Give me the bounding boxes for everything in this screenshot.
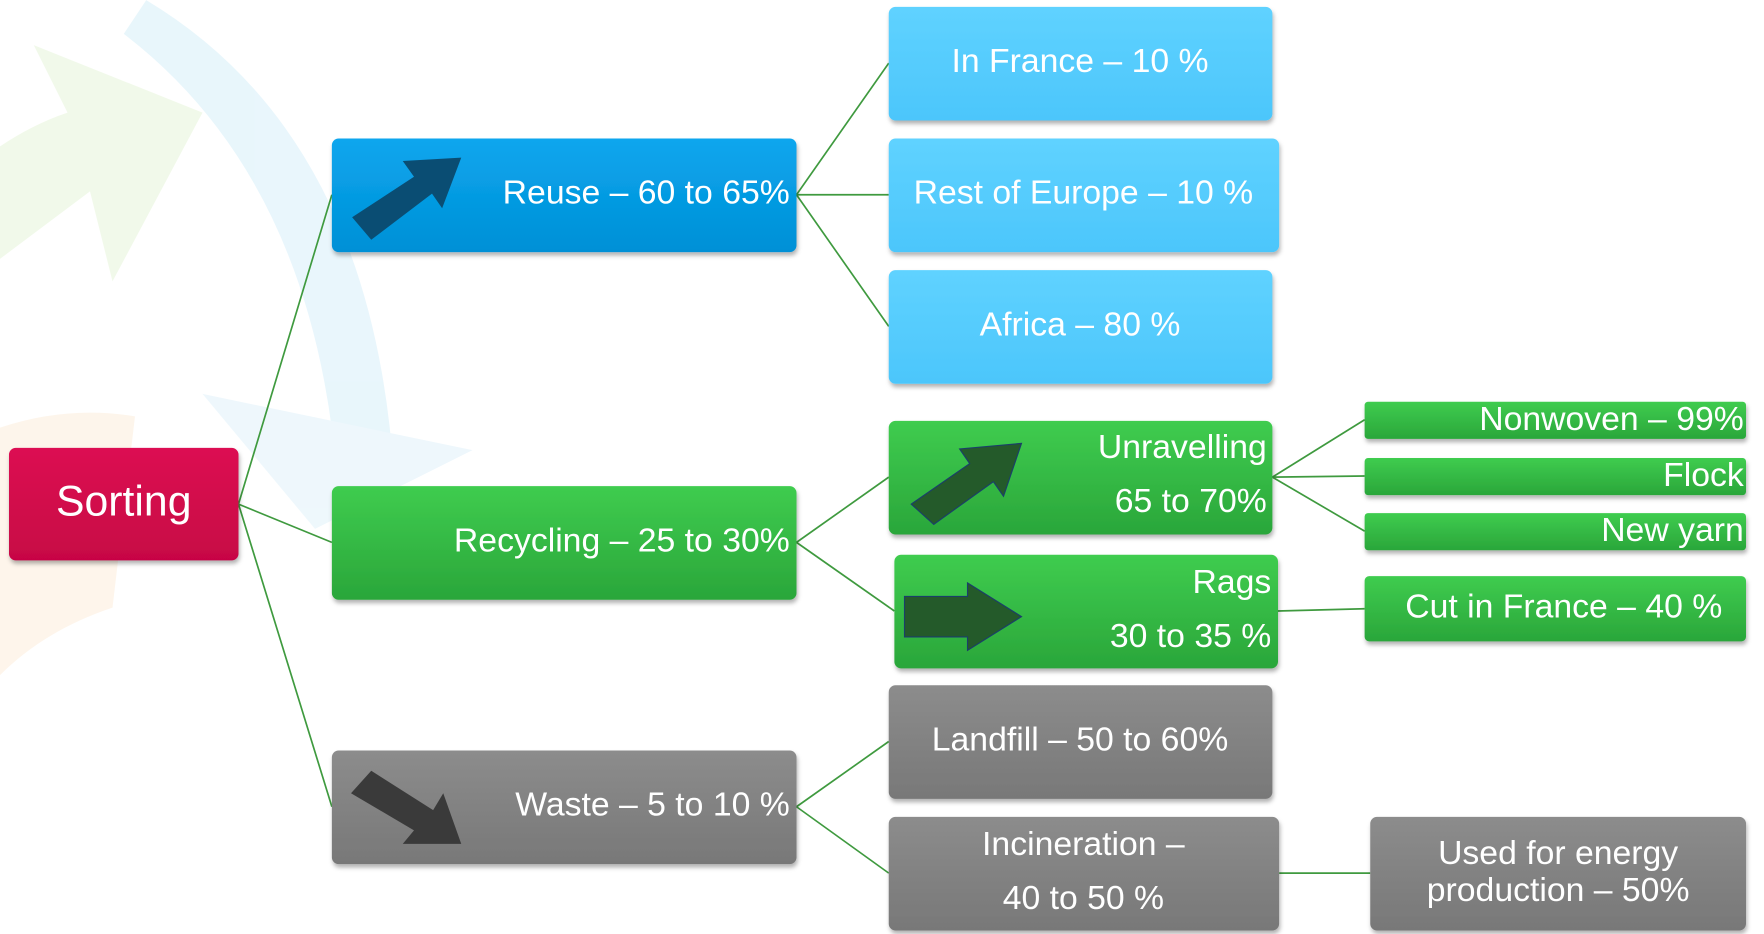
- node-label: Reuse – 60 to 65%: [503, 174, 790, 212]
- node-box: [9, 447, 239, 561]
- node-label: Rags: [1192, 563, 1271, 601]
- node-label: Recycling – 25 to 30%: [454, 521, 790, 559]
- arrow-icons: [351, 157, 1023, 844]
- node-label: Flock: [1663, 456, 1744, 494]
- node-box: [888, 6, 1273, 121]
- node-label: In France – 10 %: [951, 42, 1208, 80]
- connectors: [237, 62, 1371, 874]
- node-label: Landfill – 50 to 60%: [932, 720, 1228, 758]
- node-label: Incineration –: [982, 825, 1185, 863]
- arrow-icon: [910, 442, 1023, 526]
- node-box: [888, 270, 1273, 384]
- node-label: 65 to 70%: [1115, 482, 1267, 520]
- node-box: [1370, 816, 1746, 931]
- node-label: Used for energy: [1438, 834, 1678, 872]
- labels: Sorting Reuse – 60 to 65% In France – 10…: [56, 42, 1744, 917]
- arrow-icon: [903, 581, 1023, 652]
- node-box: [331, 486, 797, 600]
- node-label: Sorting: [56, 477, 191, 525]
- node-box: [894, 554, 1278, 669]
- node-box: [1364, 401, 1746, 439]
- node-box: [1364, 576, 1746, 642]
- node-label: Waste – 5 to 10 %: [515, 786, 790, 824]
- arrow-icon: [351, 770, 462, 844]
- node-box: [1364, 458, 1746, 496]
- node-label: New yarn: [1601, 511, 1744, 549]
- node-box: [888, 138, 1280, 253]
- node-label: Africa – 80 %: [980, 305, 1181, 343]
- node-box: [888, 816, 1280, 931]
- node-label: 40 to 50 %: [1003, 879, 1164, 917]
- node-box: [1364, 513, 1746, 551]
- node-label: 30 to 35 %: [1110, 617, 1271, 655]
- node-label: production – 50%: [1427, 871, 1690, 909]
- node-label: Rest of Europe – 10 %: [914, 174, 1254, 212]
- node-label: Cut in France – 40 %: [1405, 588, 1722, 626]
- arrow-icon: [352, 157, 462, 240]
- node-label: Unravelling: [1098, 428, 1267, 466]
- node-label: Nonwoven – 99%: [1479, 400, 1744, 438]
- node-box: [888, 685, 1273, 799]
